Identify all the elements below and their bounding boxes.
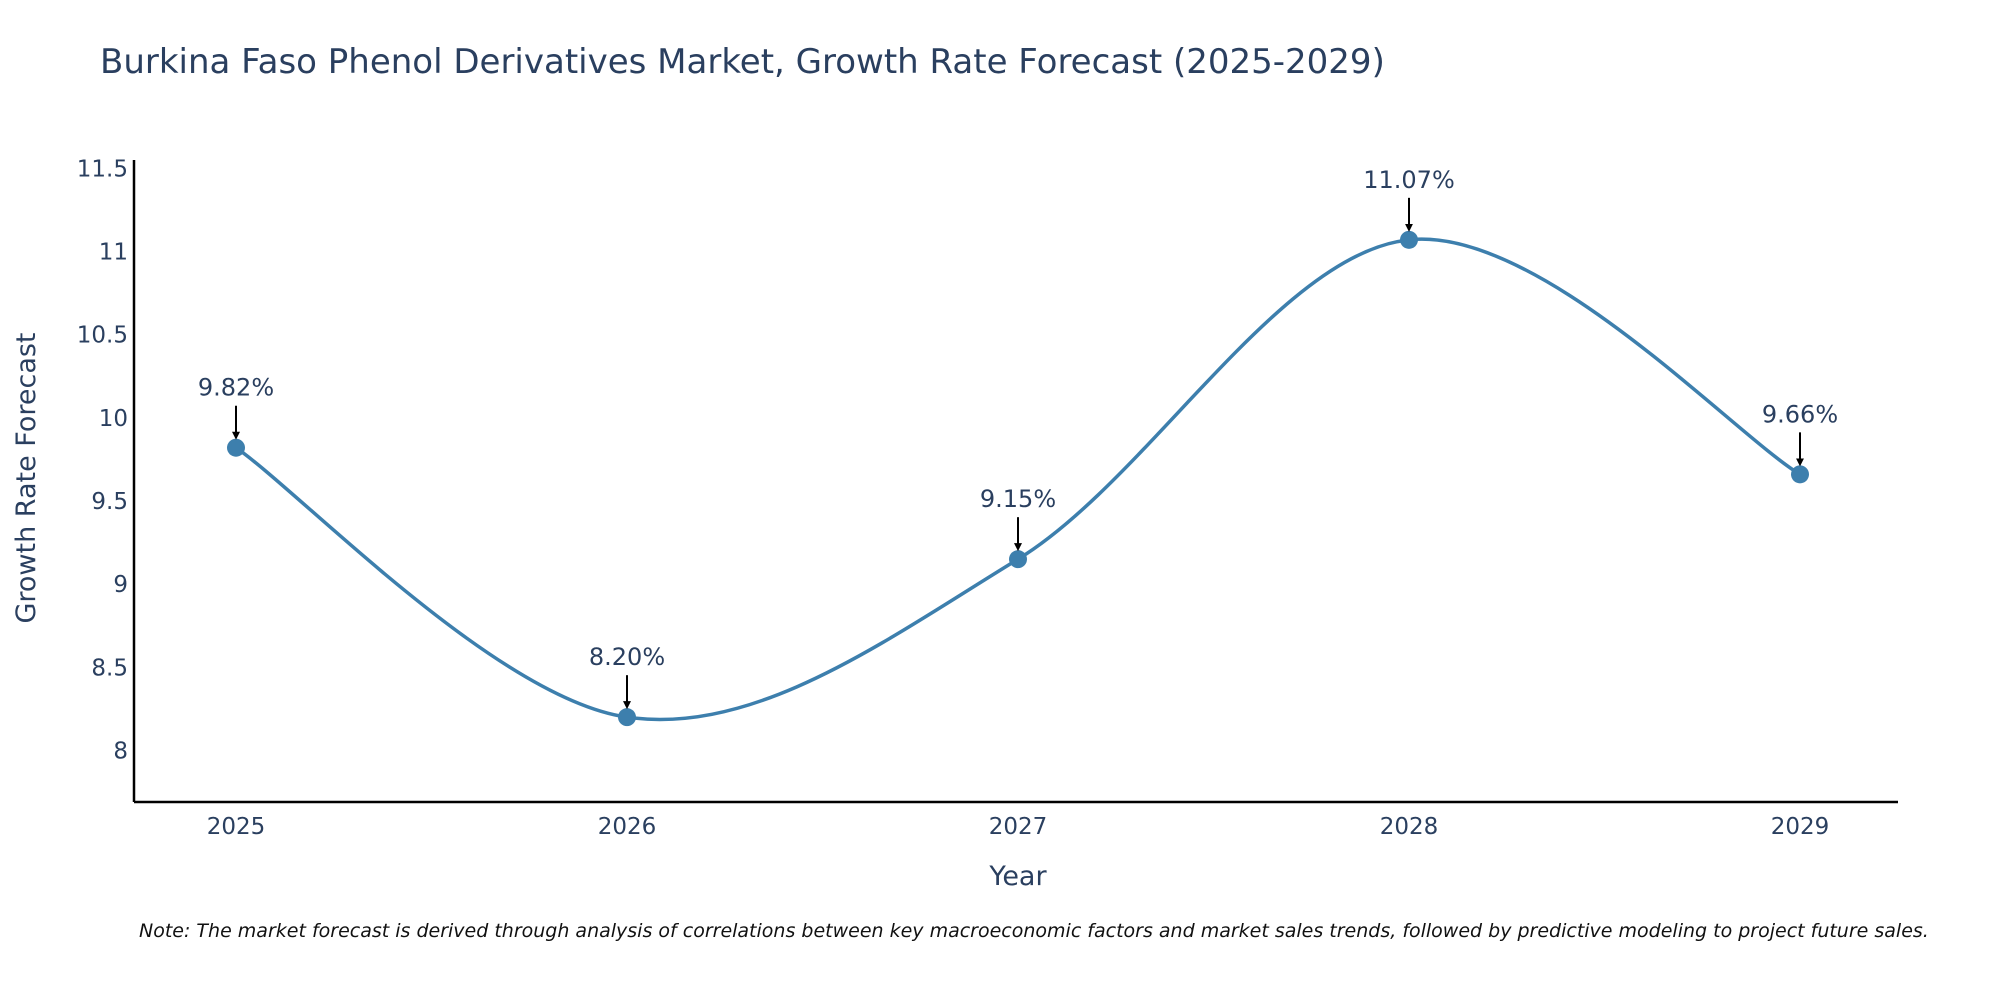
x-tick-label: 2028 — [1380, 814, 1439, 840]
y-tick-label: 10 — [99, 406, 128, 432]
y-tick-label: 8.5 — [91, 655, 128, 681]
plot-area: 8 8.5 9 9.5 10 10.5 11 11.5 2025 2026 2027 2028 2029… — [77, 156, 1838, 840]
y-tick-label: 11 — [99, 239, 128, 265]
data-label: 9.66% — [1762, 400, 1838, 428]
chart-note: Note: The market forecast is derived thr… — [139, 920, 1929, 942]
y-axis-title: Growth Rate Forecast — [11, 332, 42, 623]
chart-title: Burkina Faso Phenol Derivatives Market, … — [100, 42, 1385, 82]
data-label: 11.07% — [1363, 166, 1455, 194]
data-point — [227, 438, 245, 457]
data-point — [1791, 465, 1809, 484]
data-point — [1009, 550, 1027, 569]
x-tick-label: 2027 — [989, 814, 1048, 840]
y-tick-label: 9 — [113, 572, 128, 598]
data-label: 8.20% — [589, 643, 665, 671]
y-tick-label: 11.5 — [77, 156, 128, 182]
x-axis-title: Year — [988, 861, 1047, 892]
series-line — [235, 237, 1801, 722]
x-tick-label: 2029 — [1771, 814, 1830, 840]
x-tick-label: 2026 — [598, 814, 657, 840]
x-tick-label: 2025 — [207, 814, 266, 840]
y-tick-label: 9.5 — [91, 489, 128, 515]
data-point — [1400, 230, 1418, 249]
data-label: 9.15% — [980, 485, 1056, 513]
y-tick-label: 8 — [113, 738, 128, 764]
y-tick-label: 10.5 — [77, 323, 128, 349]
data-point — [618, 708, 636, 727]
data-label: 9.82% — [198, 374, 274, 402]
